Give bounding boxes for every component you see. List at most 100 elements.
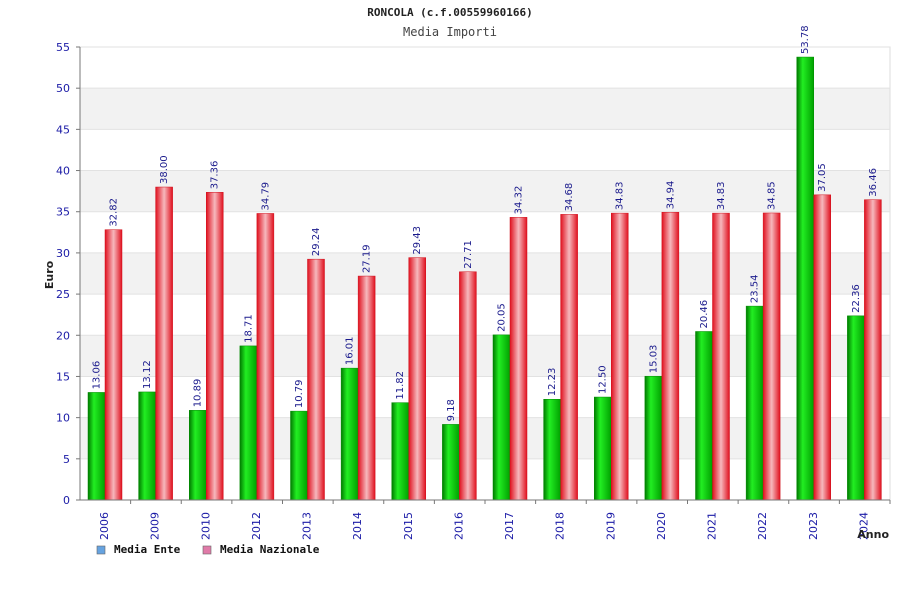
y-axis-title: Euro (43, 260, 56, 289)
data-label: 12.50 (598, 365, 609, 394)
bar-media-ente-2024 (847, 315, 865, 501)
x-tick-label: 2013 (301, 512, 314, 540)
x-axis: 2006 2009 2010 2012 2013 2014 2015 2016 2017 2018… (80, 499, 891, 540)
y-tick-label: 15 (56, 370, 70, 383)
bar-media-nazionale-2012 (256, 213, 275, 501)
x-tick-label: 2020 (655, 512, 668, 540)
x-tick-label: 2018 (554, 512, 567, 540)
bar-media-nazionale-2014 (357, 275, 376, 501)
bar-media-ente-2018 (543, 399, 561, 501)
bar-media-ente-2022 (745, 305, 764, 501)
data-label: 37.36 (210, 161, 221, 190)
y-tick-label: 35 (56, 206, 70, 219)
x-tick-label: 2022 (756, 512, 769, 540)
bar-media-nazionale-2006 (104, 229, 123, 501)
bar-media-ente-2019 (594, 396, 612, 501)
x-tick-label: 2021 (706, 512, 719, 540)
data-label: 15.03 (648, 345, 659, 374)
bar-media-ente-2015 (391, 402, 409, 501)
legend: Media Ente Media Nazionale (96, 543, 320, 556)
data-label: 13.06 (92, 361, 103, 390)
bar-media-nazionale-2019 (611, 212, 629, 501)
data-label: 22.36 (851, 284, 862, 313)
chart-subtitle: Media Importi (403, 25, 497, 39)
data-label: 34.94 (665, 181, 676, 210)
bar-media-ente-2014 (340, 367, 359, 501)
plot-band (80, 88, 890, 130)
x-tick-label: 2023 (807, 512, 820, 540)
y-tick-label: 25 (56, 288, 70, 301)
data-label: 9.18 (446, 399, 457, 421)
data-label: 11.82 (395, 371, 406, 400)
chart-title: RONCOLA (c.f.00559960166) (367, 6, 533, 19)
legend-label-media-nazionale: Media Nazionale (220, 543, 320, 556)
x-axis-title: Anno (857, 528, 889, 541)
bar-media-ente-2020 (644, 375, 663, 501)
plot-band (80, 47, 890, 89)
x-tick-label: 2010 (199, 512, 212, 540)
bar-media-ente-2010 (189, 410, 207, 501)
bars: 13.06 32.82 13.12 38.00 10.89 37.36 18.71 34.79… (87, 25, 882, 501)
data-label: 32.82 (109, 198, 120, 227)
bar-media-ente-2017 (492, 334, 511, 501)
data-label: 53.78 (800, 25, 811, 54)
bar-media-nazionale-2021 (712, 212, 730, 501)
data-label: 10.89 (193, 379, 204, 408)
data-label: 34.79 (260, 182, 271, 211)
data-label: 27.71 (463, 240, 474, 269)
bar-media-nazionale-2018 (560, 214, 578, 501)
bar-media-nazionale-2016 (459, 271, 477, 501)
y-tick-label: 50 (56, 82, 70, 95)
y-axis: 0 5 10 15 20 25 30 35 40 45 50 55 (56, 41, 81, 507)
data-label: 29.43 (412, 226, 423, 255)
legend-swatch-media-nazionale (202, 545, 212, 555)
data-label: 27.19 (362, 244, 373, 273)
y-tick-label: 40 (56, 165, 70, 178)
x-tick-label: 2014 (351, 512, 364, 540)
bar-media-ente-2023 (796, 56, 814, 501)
y-tick-label: 45 (56, 123, 70, 136)
bar-media-ente-2021 (695, 331, 713, 501)
data-label: 20.05 (497, 303, 508, 332)
x-tick-label: 2016 (452, 512, 465, 540)
plot-band (80, 129, 890, 171)
bar-media-nazionale-2010 (206, 192, 224, 501)
y-tick-label: 30 (56, 247, 70, 260)
x-tick-label: 2015 (402, 512, 415, 540)
x-tick-label: 2017 (503, 512, 516, 540)
data-label: 37.05 (817, 163, 828, 192)
bar-media-nazionale-2023 (813, 194, 831, 501)
bar-media-ente-2009 (138, 391, 156, 501)
bar-media-nazionale-2022 (762, 212, 781, 501)
data-label: 34.85 (767, 181, 778, 210)
bar-media-nazionale-2024 (864, 199, 882, 501)
data-label: 23.54 (750, 274, 761, 303)
legend-swatch-media-ente (96, 545, 106, 555)
data-label: 20.46 (699, 300, 710, 329)
data-label: 36.46 (868, 168, 879, 197)
bar-media-nazionale-2009 (155, 186, 173, 501)
bar-media-nazionale-2017 (509, 217, 528, 501)
x-tick-label: 2009 (149, 512, 162, 540)
bar-media-ente-2006 (87, 392, 106, 501)
y-tick-label: 10 (56, 412, 70, 425)
y-tick-label: 55 (56, 41, 70, 54)
bar-media-nazionale-2013 (307, 258, 325, 501)
bar-media-ente-2016 (442, 424, 460, 501)
data-label: 34.68 (564, 183, 575, 212)
data-label: 10.79 (294, 379, 305, 408)
x-tick-label: 2019 (604, 512, 617, 540)
data-label: 34.83 (716, 181, 727, 210)
data-label: 18.71 (243, 314, 254, 343)
bar-media-ente-2012 (239, 345, 258, 501)
legend-label-media-ente: Media Ente (114, 543, 181, 556)
x-tick-label: 2006 (98, 512, 111, 540)
data-label: 12.23 (547, 368, 558, 397)
y-tick-label: 0 (63, 494, 70, 507)
x-tick-label: 2024 (857, 512, 870, 540)
bar-media-nazionale-2015 (408, 257, 426, 501)
bar-media-ente-2013 (290, 410, 308, 501)
data-label: 29.24 (311, 228, 322, 257)
y-tick-label: 20 (56, 329, 70, 342)
x-tick-label: 2012 (250, 512, 263, 540)
